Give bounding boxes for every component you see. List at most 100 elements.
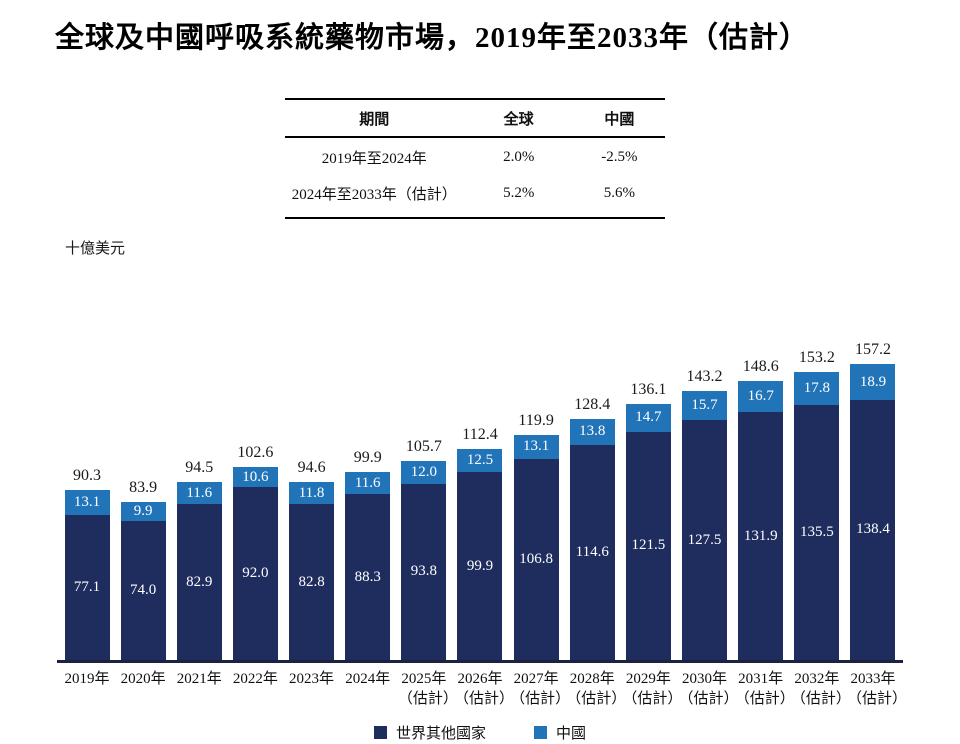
bar-segment-rest-of-world: 138.4 [850,399,896,660]
legend-swatch-china [534,725,547,739]
stacked-bar: 10.6 92.0 [232,467,278,660]
stacked-bar: 15.7 127.5 [682,390,728,660]
legend-entry-rest-of-world: 世界其他國家 [373,722,486,743]
x-axis-label-year: 2033年 [850,671,896,687]
legend: 世界其他國家 中國 [57,722,903,743]
x-axis-label-estimate-note: （估計） [453,691,514,708]
x-axis-label: 2026年 （估計） [453,669,514,710]
bar-total-label: 102.6 [237,444,274,462]
bar-segment-rest-of-world: 88.3 [345,494,391,660]
x-axis-label: 2022年 [229,669,281,710]
bar-segment-rest-of-world: 106.8 [513,459,559,660]
table-row: 2019年至2024年 2.0% -2.5% [285,137,665,174]
bar-total-label: 148.6 [742,357,779,375]
bar-column: 94.6 11.8 82.8 [286,459,338,660]
x-axis-label-year: 2026年 [457,671,503,687]
x-axis-label-year: 2024年 [345,671,391,687]
bar-segment-rest-of-world: 121.5 [625,431,671,660]
x-axis-label-year: 2019年 [64,671,110,687]
x-axis-label-year: 2022年 [232,671,278,687]
bar-segment-china: 13.1 [513,434,559,460]
x-axis-label-estimate-note: （估計） [622,691,683,708]
legend-label-rest-of-world: 世界其他國家 [395,725,486,742]
x-axis-label-estimate-note: （估計） [510,691,571,708]
cagr-period-2019-2024: 2019年至2024年 [321,151,427,167]
bar-total-label: 105.7 [405,438,442,456]
bar-segment-rest-of-world: 77.1 [64,515,110,660]
bar-segment-china: 11.8 [289,482,335,505]
x-axis-label-estimate-note: （估計） [846,691,907,708]
bar-column: 136.1 14.7 121.5 [622,381,674,660]
legend-label-china: 中國 [556,725,587,742]
bar-segment-china: 15.7 [682,390,728,421]
x-axis-label-year: 2032年 [794,671,840,687]
bar-segment-china: 17.8 [794,371,840,406]
legend-entry-china: 中國 [534,722,586,743]
bar-total-label: 83.9 [129,479,158,497]
stacked-bar: 13.1 77.1 [64,490,110,660]
x-axis-label-year: 2027年 [513,671,559,687]
plot-area: 90.3 13.1 77.1 83.9 9.9 74.0 94.5 11.6 82.9 102.6… [57,340,903,663]
bar-column: 99.9 11.6 88.3 [342,449,394,660]
bar-column: 102.6 10.6 92.0 [229,444,281,660]
stacked-bar: 13.8 114.6 [569,418,615,660]
bar-segment-china: 10.6 [232,467,278,488]
x-axis-label-estimate-note: （估計） [566,691,627,708]
x-axis-label-year: 2028年 [569,671,615,687]
x-axis-label-year: 2025年 [401,671,447,687]
bar-column: 112.4 12.5 99.9 [454,426,506,660]
stacked-bar: 11.8 82.8 [289,482,335,660]
x-axis-label: 2023年 [286,669,338,710]
stacked-bar: 11.6 88.3 [345,472,391,660]
bar-segment-china: 9.9 [120,502,166,521]
bar-total-label: 99.9 [353,449,382,467]
bar-column: 157.2 18.9 138.4 [847,341,899,660]
bar-column: 153.2 17.8 135.5 [791,349,843,660]
table-row: 2024年至2033年（估計） 5.2% 5.6% [285,174,665,218]
bar-total-label: 112.4 [462,425,498,443]
cagr-global-2024-2033: 5.2% [503,185,535,201]
legend-swatch-rest-of-world [373,725,387,739]
cagr-period-2024-2033: 2024年至2033年（估計） [291,187,457,203]
cagr-table: 期間 全球 中國 2019年至2024年 2.0% -2.5% 2024年至20… [285,98,665,219]
bar-segment-rest-of-world: 92.0 [232,487,278,660]
bar-total-label: 143.2 [686,367,723,385]
bar-segment-rest-of-world: 82.8 [289,504,335,660]
cagr-header-period: 期間 [359,112,390,128]
bar-column: 128.4 13.8 114.6 [566,396,618,660]
stacked-bar: 13.1 106.8 [513,434,559,660]
bar-total-label: 90.3 [73,467,101,485]
bar-column: 119.9 13.1 106.8 [510,412,562,660]
bar-segment-rest-of-world: 93.8 [401,483,447,660]
bar-total-label: 128.4 [574,395,611,413]
bar-segment-china: 12.0 [401,461,447,484]
bar-segment-rest-of-world: 127.5 [682,420,728,660]
bar-segment-rest-of-world: 131.9 [738,412,784,660]
x-axis-label-year: 2031年 [738,671,784,687]
x-axis-label-estimate-note: （估計） [678,691,739,708]
bar-chart: 90.3 13.1 77.1 83.9 9.9 74.0 94.5 11.6 82.9 102.6… [57,340,907,743]
bar-column: 148.6 16.7 131.9 [735,358,787,660]
cagr-china-2019-2024: -2.5% [601,149,638,165]
bar-segment-rest-of-world: 114.6 [569,444,615,660]
x-axis-labels: 2019年 2020年 2021年 2022年 2023年 2024年 2025年 （估計） 2… [57,669,907,710]
bar-column: 83.9 9.9 74.0 [117,479,169,660]
bar-column: 94.5 11.6 82.9 [173,459,225,660]
bar-total-label: 94.6 [297,459,326,477]
x-axis-label-year: 2029年 [625,671,671,687]
x-axis-label-estimate-note: （估計） [397,691,458,708]
stacked-bar: 12.0 93.8 [401,461,447,660]
x-axis-label: 2028年 （估計） [566,669,627,710]
bar-total-label: 94.5 [185,459,214,477]
x-axis-label-year: 2023年 [289,671,335,687]
x-axis-label-estimate-note: （估計） [790,691,851,708]
bar-total-label: 136.1 [630,380,667,398]
page-title: 全球及中國呼吸系統藥物市場，2019年至2033年（估計） [55,22,810,54]
cagr-global-2019-2024: 2.0% [503,149,535,165]
cagr-china-2024-2033: 5.6% [603,185,636,201]
x-axis-label: 2020年 [117,669,169,710]
y-axis-unit-label: 十億美元 [65,241,126,257]
bar-total-label: 153.2 [798,348,835,366]
x-axis-label-year: 2030年 [682,671,728,687]
bar-segment-rest-of-world: 135.5 [794,405,840,660]
